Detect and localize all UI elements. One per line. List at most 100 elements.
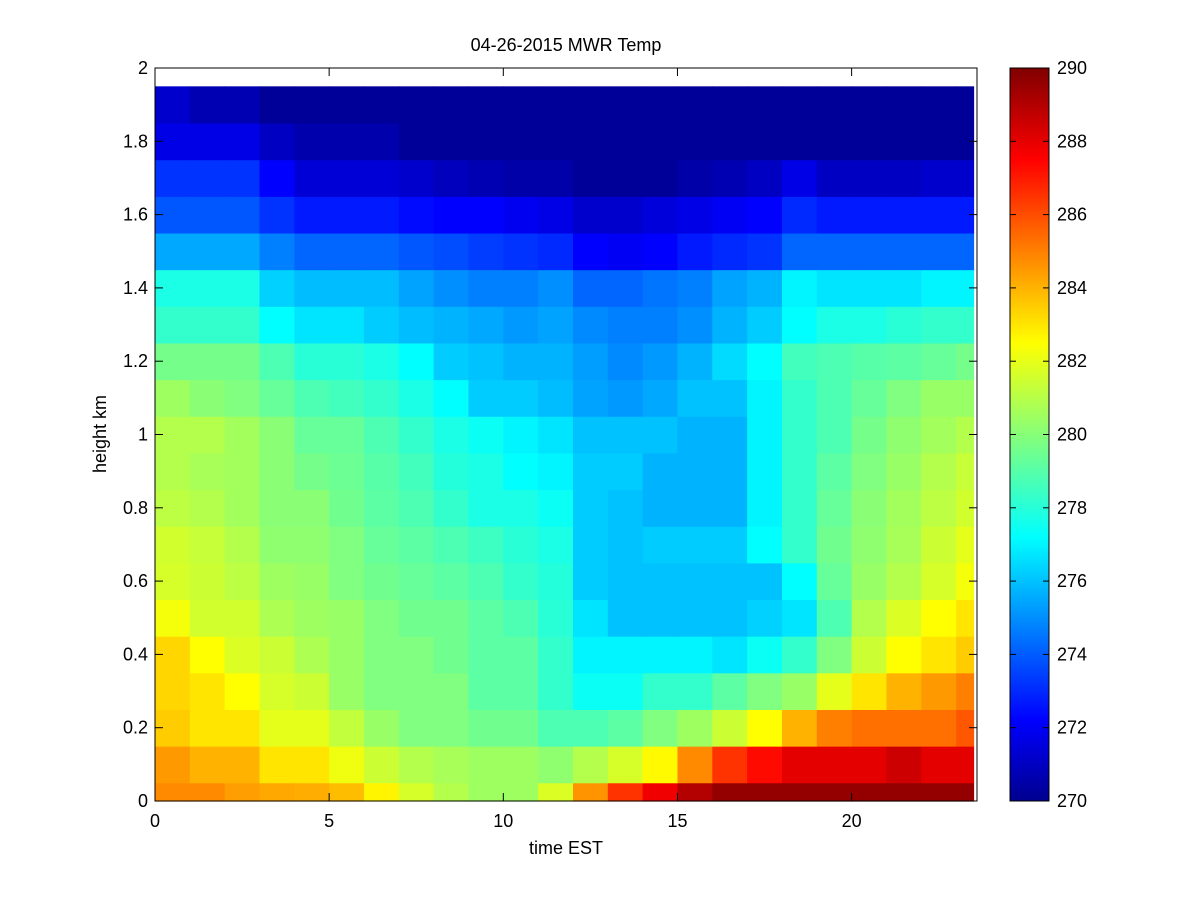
heatmap-cell — [712, 122, 748, 161]
heatmap-cell — [712, 269, 748, 307]
heatmap-cell — [224, 342, 261, 381]
heatmap-cell — [956, 232, 975, 271]
heatmap-cell — [816, 526, 853, 564]
heatmap-cell — [503, 122, 539, 161]
heatmap-cell — [607, 746, 644, 784]
heatmap-cell — [329, 306, 365, 344]
heatmap-cell — [712, 306, 748, 344]
colorbar-tick-label: 288 — [1057, 131, 1087, 151]
heatmap-cell — [747, 746, 783, 784]
heatmap-cell — [921, 526, 957, 564]
heatmap-cell — [572, 416, 609, 454]
heatmap-cell — [468, 709, 504, 747]
heatmap-cell — [189, 526, 226, 564]
heatmap-cell — [816, 342, 853, 381]
heatmap-cell — [712, 86, 748, 124]
heatmap-cell — [224, 562, 261, 601]
heatmap-cell — [816, 782, 853, 802]
heatmap-cell — [677, 269, 713, 307]
y-tick-label: 0.6 — [123, 571, 148, 591]
heatmap-cell — [781, 636, 818, 674]
y-tick-label: 0 — [138, 791, 148, 811]
colorbar-tick-label: 280 — [1057, 425, 1087, 445]
heatmap-cell — [712, 672, 748, 710]
heatmap-cell — [781, 746, 818, 784]
heatmap-cell — [294, 599, 330, 637]
heatmap-cell — [398, 196, 435, 234]
heatmap-cell — [886, 599, 922, 637]
heatmap-cell — [538, 232, 574, 271]
heatmap-cell — [538, 86, 574, 124]
heatmap-cell — [329, 232, 365, 271]
heatmap-cell — [956, 306, 975, 344]
heatmap-cell — [851, 196, 888, 234]
heatmap-cell — [642, 526, 679, 564]
heatmap-cell — [259, 709, 295, 747]
heatmap-cell — [956, 196, 975, 234]
heatmap-cell — [607, 306, 644, 344]
heatmap-cell — [468, 489, 504, 527]
heatmap-cell — [155, 599, 191, 637]
heatmap-cell — [851, 269, 888, 307]
heatmap-cell — [886, 159, 922, 197]
heatmap-cell — [294, 489, 330, 527]
heatmap-cell — [259, 86, 295, 124]
heatmap-cell — [572, 306, 609, 344]
heatmap-cell — [956, 709, 975, 747]
heatmap-cell — [781, 86, 818, 124]
heatmap-cell — [781, 562, 818, 601]
heatmap-cell — [781, 709, 818, 747]
heatmap-cell — [956, 599, 975, 637]
heatmap-cell — [712, 526, 748, 564]
heatmap-cell — [259, 379, 295, 417]
heatmap-cell — [503, 562, 539, 601]
heatmap-cell — [677, 196, 713, 234]
heatmap-cell — [224, 416, 261, 454]
heatmap-cell — [781, 416, 818, 454]
heatmap-cell — [677, 489, 713, 527]
heatmap-cell — [886, 672, 922, 710]
heatmap-cell — [189, 709, 226, 747]
heatmap-cell — [712, 599, 748, 637]
heatmap-cell — [572, 599, 609, 637]
heatmap-cell — [886, 562, 922, 601]
heatmap-cell — [538, 342, 574, 381]
heatmap-cell — [538, 782, 574, 802]
heatmap-cell — [259, 452, 295, 491]
heatmap-cell — [433, 636, 470, 674]
heatmap-cell — [921, 489, 957, 527]
heatmap-cell — [712, 562, 748, 601]
heatmap-cell — [259, 526, 295, 564]
heatmap-cell — [189, 562, 226, 601]
heatmap-cell — [747, 122, 783, 161]
heatmap-cell — [607, 782, 644, 802]
heatmap-cell — [677, 342, 713, 381]
heatmap-cell — [398, 122, 435, 161]
heatmap-cell — [851, 672, 888, 710]
heatmap-cell — [747, 306, 783, 344]
heatmap-cell — [503, 599, 539, 637]
heatmap-cell — [816, 196, 853, 234]
heatmap-cell — [851, 86, 888, 124]
heatmap-cell — [747, 782, 783, 802]
heatmap-cell — [329, 782, 365, 802]
heatmap-cell — [886, 86, 922, 124]
heatmap-cell — [189, 306, 226, 344]
heatmap-cell — [886, 269, 922, 307]
heatmap-cell — [363, 526, 400, 564]
heatmap-cell — [572, 526, 609, 564]
heatmap-cell — [294, 782, 330, 802]
heatmap-cell — [816, 562, 853, 601]
heatmap-cell — [816, 746, 853, 784]
heatmap-cell — [503, 672, 539, 710]
heatmap-cell — [363, 782, 400, 802]
heatmap-cell — [294, 709, 330, 747]
heatmap-cell — [747, 269, 783, 307]
heatmap-cell — [921, 709, 957, 747]
heatmap-cell — [224, 599, 261, 637]
heatmap-cell — [363, 672, 400, 710]
heatmap-cell — [712, 709, 748, 747]
heatmap-cell — [224, 709, 261, 747]
heatmap-cell — [538, 709, 574, 747]
heatmap-cell — [329, 86, 365, 124]
